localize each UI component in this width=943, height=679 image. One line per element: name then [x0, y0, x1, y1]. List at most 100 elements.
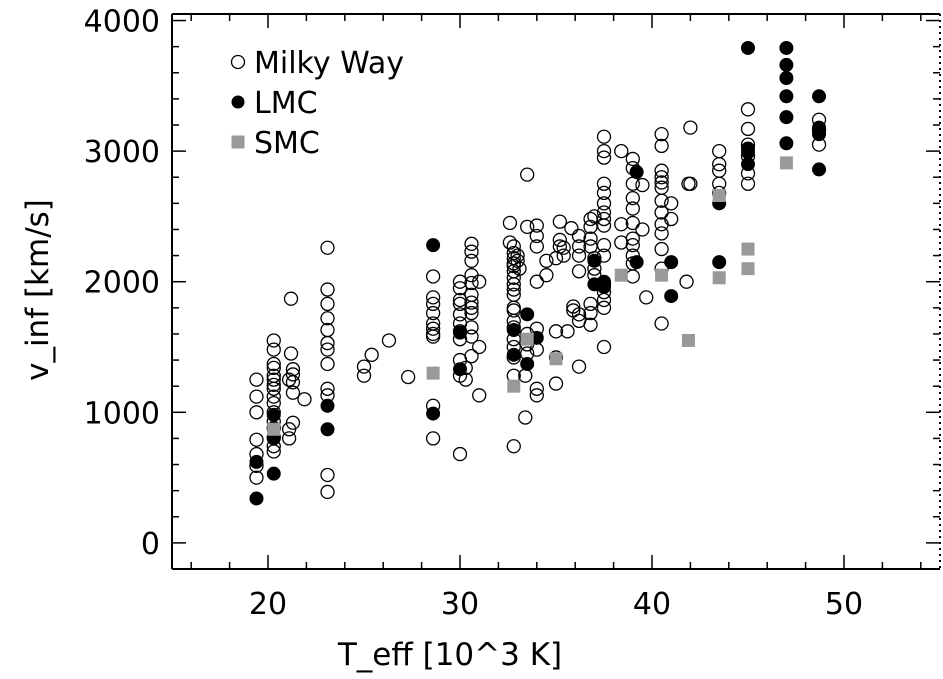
data-point	[464, 305, 479, 321]
data-point	[266, 342, 281, 357]
data-point	[741, 242, 755, 256]
data-point	[625, 269, 640, 284]
data-point	[596, 292, 612, 308]
data-point	[297, 392, 312, 407]
data-point	[548, 324, 564, 339]
data-point	[267, 422, 281, 436]
data-point	[571, 264, 587, 279]
data-point	[712, 255, 727, 270]
data-point	[539, 253, 554, 268]
data-point	[681, 333, 695, 347]
data-point	[464, 300, 479, 315]
data-point	[520, 219, 535, 235]
data-point	[740, 176, 756, 191]
data-point	[452, 307, 468, 322]
data-point	[364, 347, 379, 362]
data-point	[401, 369, 416, 385]
data-point	[381, 333, 397, 348]
data-point	[320, 282, 335, 297]
legend-label: LMC	[254, 86, 318, 121]
data-point	[548, 376, 564, 391]
data-point	[556, 240, 571, 255]
data-point	[452, 274, 468, 289]
data-point	[654, 138, 669, 154]
data-point	[596, 176, 612, 191]
data-point	[506, 239, 521, 254]
data-point	[356, 368, 372, 383]
data-point	[320, 296, 335, 312]
data-point	[596, 185, 612, 201]
y-axis-label: v_inf [km/s]	[20, 199, 56, 381]
data-point	[425, 329, 441, 344]
data-point	[529, 239, 544, 254]
data-point	[625, 201, 640, 216]
y-tick-label: 1000	[84, 396, 160, 431]
y-tick-label: 2000	[84, 266, 160, 301]
x-tick-label: 50	[825, 587, 863, 622]
data-point	[596, 150, 612, 165]
data-point	[249, 470, 264, 485]
data-point	[587, 253, 602, 268]
data-point	[425, 296, 441, 312]
data-point	[464, 275, 479, 291]
data-point	[518, 410, 533, 425]
data-point	[529, 388, 544, 403]
data-point	[452, 292, 468, 308]
data-point	[281, 431, 297, 446]
data-point	[654, 226, 669, 241]
legend-item: SMC	[231, 126, 320, 161]
data-point	[664, 255, 679, 270]
data-point	[320, 335, 335, 351]
data-point	[740, 102, 756, 117]
data-point	[635, 177, 650, 193]
data-point	[654, 175, 669, 190]
data-point	[320, 398, 335, 413]
data-point	[779, 136, 794, 151]
y-tick-label: 0	[141, 527, 160, 562]
data-point	[596, 339, 612, 355]
data-point	[266, 407, 281, 422]
series-milky-way	[249, 102, 827, 500]
data-point	[596, 211, 612, 227]
data-point	[596, 143, 612, 159]
data-point	[629, 255, 644, 270]
data-point	[564, 221, 579, 236]
data-point	[596, 300, 612, 315]
data-point	[779, 57, 794, 72]
data-point	[452, 446, 468, 462]
data-point	[426, 366, 440, 380]
data-point	[560, 324, 575, 339]
data-point	[510, 253, 525, 268]
data-point	[712, 189, 726, 203]
data-point	[625, 237, 640, 253]
data-point	[655, 268, 669, 282]
data-point	[614, 268, 628, 282]
data-point	[249, 405, 264, 420]
data-point	[712, 143, 727, 159]
data-point	[596, 129, 612, 144]
data-point	[556, 248, 571, 263]
data-point	[506, 300, 521, 315]
data-point	[249, 432, 264, 447]
data-point	[520, 167, 535, 182]
data-point	[596, 237, 612, 253]
data-point	[472, 339, 487, 355]
data-point	[583, 211, 598, 227]
data-point	[506, 347, 521, 362]
data-point	[320, 467, 335, 483]
data-point	[425, 305, 441, 321]
data-point	[812, 162, 827, 177]
data-point	[249, 454, 264, 469]
data-point	[425, 431, 441, 446]
data-point	[740, 121, 756, 137]
legend-marker-filled-circle	[231, 95, 245, 109]
data-point	[625, 215, 640, 231]
data-point	[472, 388, 487, 403]
axis-ticks: 20 30 40 50 0 1000 2000 3000 4000	[84, 5, 940, 622]
x-tick-label: 30	[441, 587, 479, 622]
data-point	[464, 295, 479, 310]
data-point	[664, 211, 679, 227]
data-point	[654, 170, 669, 185]
data-point	[266, 381, 281, 396]
